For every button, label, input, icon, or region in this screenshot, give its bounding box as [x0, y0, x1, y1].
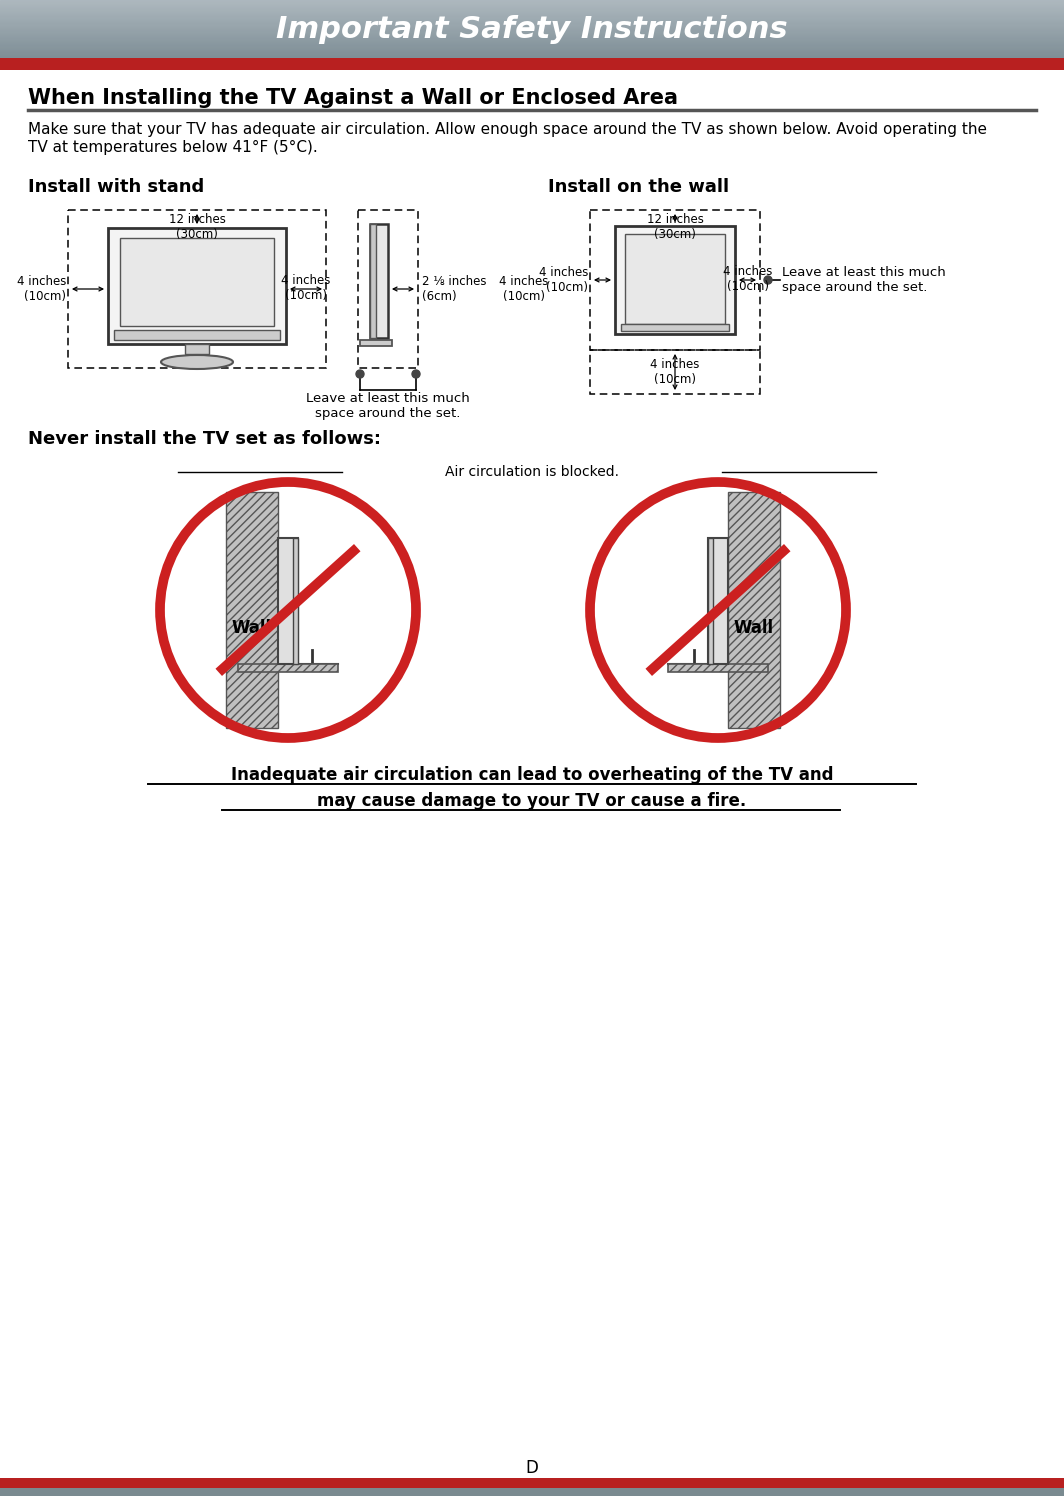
- Text: 4 inches
(10cm): 4 inches (10cm): [281, 274, 331, 302]
- Text: Never install the TV set as follows:: Never install the TV set as follows:: [28, 429, 381, 447]
- Text: 4 inches
(10cm): 4 inches (10cm): [499, 275, 549, 304]
- Text: Leave at least this much
space around the set.: Leave at least this much space around th…: [306, 392, 470, 420]
- Text: Wall: Wall: [232, 619, 272, 637]
- Text: Wall: Wall: [734, 619, 775, 637]
- Bar: [226, 492, 278, 729]
- Circle shape: [412, 370, 420, 378]
- Text: 4 inches
(10cm): 4 inches (10cm): [650, 358, 700, 386]
- Text: Important Safety Instructions: Important Safety Instructions: [277, 15, 787, 43]
- Bar: [591, 209, 760, 350]
- Bar: [185, 344, 209, 355]
- Text: When Installing the TV Against a Wall or Enclosed Area: When Installing the TV Against a Wall or…: [28, 88, 678, 108]
- Circle shape: [764, 275, 772, 284]
- Text: D: D: [526, 1459, 538, 1477]
- Bar: [358, 209, 418, 368]
- Bar: [621, 325, 729, 331]
- Bar: [728, 492, 780, 729]
- Bar: [0, 1489, 1064, 1496]
- Ellipse shape: [161, 355, 233, 370]
- Bar: [293, 539, 298, 664]
- Bar: [615, 226, 735, 334]
- Text: Inadequate air circulation can lead to overheating of the TV and: Inadequate air circulation can lead to o…: [231, 766, 833, 784]
- Bar: [120, 238, 275, 326]
- Bar: [114, 331, 280, 340]
- Bar: [0, 1478, 1064, 1489]
- Bar: [68, 209, 326, 368]
- Text: Install on the wall: Install on the wall: [548, 178, 729, 196]
- Text: Install with stand: Install with stand: [28, 178, 204, 196]
- Bar: [238, 664, 338, 672]
- Text: 12 inches
(30cm): 12 inches (30cm): [168, 212, 226, 241]
- Text: Leave at least this much
space around the set.: Leave at least this much space around th…: [782, 266, 946, 295]
- Bar: [370, 224, 376, 338]
- Bar: [109, 227, 286, 344]
- Text: 4 inches
(10cm): 4 inches (10cm): [538, 266, 588, 295]
- Text: may cause damage to your TV or cause a fire.: may cause damage to your TV or cause a f…: [317, 791, 747, 809]
- Bar: [278, 539, 298, 664]
- Text: TV at temperatures below 41°F (5°C).: TV at temperatures below 41°F (5°C).: [28, 141, 318, 156]
- Circle shape: [356, 370, 364, 378]
- Text: 12 inches
(30cm): 12 inches (30cm): [647, 212, 703, 241]
- Text: Make sure that your TV has adequate air circulation. Allow enough space around t: Make sure that your TV has adequate air …: [28, 123, 987, 138]
- Bar: [360, 340, 392, 346]
- Bar: [668, 664, 768, 672]
- Bar: [591, 350, 760, 393]
- Text: 4 inches
(10cm): 4 inches (10cm): [722, 265, 772, 293]
- Text: Air circulation is blocked.: Air circulation is blocked.: [445, 465, 619, 479]
- Text: 4 inches
(10cm): 4 inches (10cm): [17, 275, 66, 304]
- Text: 2 ⅛ inches
(6cm): 2 ⅛ inches (6cm): [422, 275, 486, 304]
- Bar: [370, 224, 388, 338]
- Bar: [0, 58, 1064, 70]
- Bar: [708, 539, 713, 664]
- Bar: [625, 233, 725, 325]
- Bar: [708, 539, 728, 664]
